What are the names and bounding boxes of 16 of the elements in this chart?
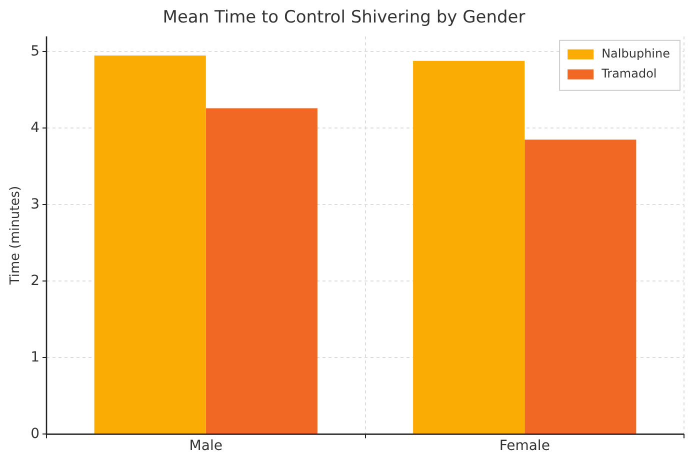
x-tick-label: Male	[189, 438, 222, 454]
legend-label: Nalbuphine	[602, 46, 670, 61]
y-tick-label: 1	[30, 349, 40, 366]
y-tick-label: 5	[30, 43, 40, 60]
x-tick-label: Female	[499, 438, 550, 454]
y-tick-label: 2	[30, 272, 40, 289]
y-axis-title: Time (minutes)	[8, 186, 24, 286]
y-tick-label: 4	[30, 120, 40, 136]
chart-title: Mean Time to Control Shivering by Gender	[162, 8, 526, 28]
bar	[524, 140, 636, 434]
legend-label: Tramadol	[600, 66, 657, 81]
bar	[94, 56, 206, 434]
bar	[413, 60, 525, 434]
y-tick-label: 0	[30, 426, 40, 442]
bar	[206, 108, 318, 434]
y-tick-label: 3	[30, 196, 40, 212]
